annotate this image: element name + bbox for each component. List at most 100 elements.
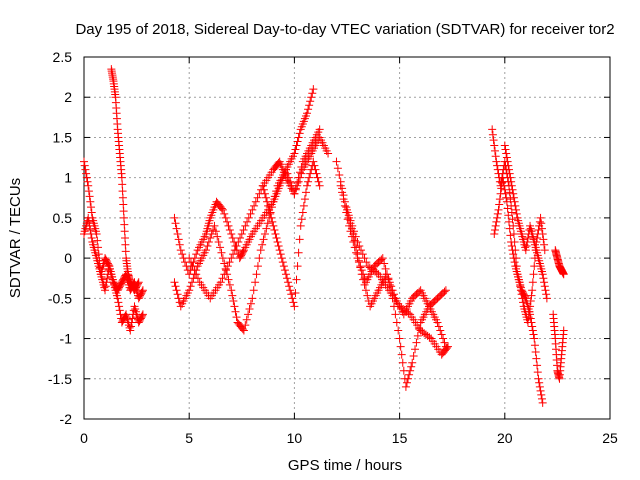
data-point — [221, 213, 230, 222]
data-point — [503, 204, 512, 213]
data-point — [119, 213, 128, 222]
data-point — [259, 235, 268, 244]
data-point — [518, 294, 527, 303]
data-point — [500, 141, 509, 150]
data-point — [172, 224, 181, 233]
data-point — [335, 170, 344, 179]
data-point — [493, 209, 502, 218]
data-point — [340, 201, 349, 210]
data-point — [507, 238, 516, 247]
data-point — [490, 141, 499, 150]
data-point — [304, 105, 313, 114]
data-point — [310, 161, 319, 170]
data-point — [360, 254, 369, 263]
data-point — [490, 146, 499, 155]
data-point — [115, 302, 124, 311]
data-point — [121, 234, 130, 242]
data-point — [436, 326, 445, 335]
data-point — [412, 338, 421, 347]
data-point — [499, 177, 508, 186]
data-point — [82, 169, 91, 178]
data-point — [272, 234, 281, 242]
data-point — [273, 238, 282, 247]
data-point — [172, 286, 181, 295]
data-point — [441, 286, 450, 295]
data-point — [490, 225, 499, 234]
data-point — [225, 225, 234, 234]
data-point — [315, 125, 324, 134]
data-point — [433, 318, 442, 327]
data-point — [261, 193, 270, 202]
data-point — [268, 217, 277, 226]
data-point — [260, 229, 269, 238]
y-axis-label: SDTVAR / TECUs — [7, 178, 24, 298]
data-point — [440, 287, 449, 296]
data-point — [228, 291, 237, 300]
x-tick-label: 25 — [602, 430, 618, 446]
data-point — [81, 165, 90, 174]
data-point — [511, 201, 520, 210]
data-point — [281, 270, 290, 279]
data-point — [218, 205, 227, 214]
data-point — [293, 262, 302, 271]
data-point — [540, 246, 549, 255]
data-point — [121, 311, 130, 320]
data-point — [138, 311, 147, 320]
data-point — [227, 254, 236, 263]
data-point — [244, 310, 253, 319]
data-point — [507, 177, 516, 186]
data-point — [522, 242, 531, 251]
data-point — [535, 382, 544, 391]
data-point — [265, 205, 274, 214]
data-point — [80, 157, 88, 166]
data-point — [118, 187, 127, 196]
data-point — [358, 250, 367, 259]
data-point — [402, 378, 411, 387]
data-point — [338, 188, 347, 197]
series-arc-12 — [490, 173, 549, 327]
data-point — [437, 330, 446, 339]
data-point — [174, 235, 183, 244]
data-point — [351, 232, 360, 241]
data-point — [83, 177, 92, 186]
data-point — [505, 165, 514, 174]
data-point — [535, 378, 544, 387]
data-point — [270, 192, 279, 201]
data-point — [84, 181, 93, 190]
data-point — [524, 313, 533, 322]
data-point — [239, 326, 248, 335]
data-point — [84, 213, 93, 222]
data-point — [255, 254, 264, 263]
data-point — [440, 338, 449, 347]
data-point — [278, 258, 287, 267]
data-point — [178, 250, 187, 259]
data-point — [249, 286, 258, 295]
data-point — [516, 282, 525, 291]
y-tick-label: 1.5 — [53, 129, 73, 145]
data-point — [362, 258, 371, 267]
y-tick-label: -0.5 — [48, 290, 72, 306]
data-point — [239, 247, 248, 256]
data-point — [407, 362, 416, 371]
data-point — [267, 213, 276, 222]
data-point — [491, 221, 500, 230]
data-point — [85, 192, 94, 201]
y-tick-label: 0.5 — [53, 210, 73, 226]
data-point — [227, 286, 236, 295]
data-point — [185, 254, 194, 263]
data-point — [510, 197, 519, 206]
data-point — [231, 307, 240, 316]
data-point — [303, 181, 312, 190]
series-arc-10 — [343, 205, 452, 359]
data-point — [271, 229, 280, 238]
data-point — [304, 177, 313, 186]
data-point — [126, 322, 135, 331]
data-point — [285, 282, 294, 291]
data-point — [241, 221, 250, 230]
data-point — [372, 268, 381, 277]
data-point — [238, 325, 247, 334]
x-axis-label: GPS time / hours — [288, 457, 402, 474]
data-point — [256, 246, 265, 255]
data-point — [239, 225, 248, 234]
series-arc-3 — [107, 65, 143, 295]
